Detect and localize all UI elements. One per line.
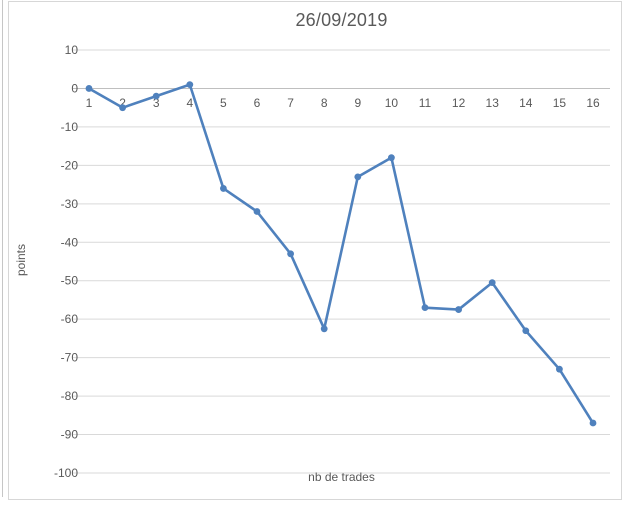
x-tick-label: 12 <box>452 96 466 110</box>
data-point-marker <box>388 154 395 162</box>
y-tick-label: -30 <box>61 197 79 211</box>
data-point-marker <box>152 92 160 100</box>
y-tick-label: -80 <box>61 389 79 403</box>
x-tick-label: 7 <box>287 96 294 110</box>
y-tick-label: -100 <box>54 466 78 480</box>
data-point-marker <box>421 304 429 312</box>
data-point-marker <box>320 325 328 333</box>
x-tick-label: 15 <box>553 96 567 110</box>
x-tick-label: 1 <box>86 96 93 110</box>
data-point-marker <box>85 85 93 92</box>
data-point-marker <box>556 365 563 373</box>
x-tick-label: 8 <box>321 96 328 110</box>
data-point-marker <box>253 208 261 215</box>
y-tick-label: 0 <box>71 81 78 95</box>
data-point-marker <box>522 327 530 335</box>
x-tick-label: 6 <box>254 96 261 110</box>
worksheet-edge-line <box>2 0 3 497</box>
x-tick-label: 5 <box>220 96 227 110</box>
y-tick-label: -90 <box>61 428 79 442</box>
y-tick-label: -20 <box>61 158 79 172</box>
y-tick-label: -70 <box>61 351 79 365</box>
x-tick-label: 10 <box>385 96 399 110</box>
chart-frame[interactable] <box>8 1 622 500</box>
y-tick-label: -10 <box>61 120 79 134</box>
chart-title: 26/09/2019 <box>295 10 388 30</box>
y-tick-label: -40 <box>61 235 79 249</box>
y-tick-label: -60 <box>61 312 79 326</box>
x-tick-label: 3 <box>153 96 160 110</box>
x-tick-label: 9 <box>354 96 361 110</box>
data-point-marker <box>354 173 362 181</box>
x-axis-title: nb de trades <box>308 470 375 484</box>
x-tick-label: 2 <box>119 96 126 110</box>
x-tick-label: 16 <box>586 96 600 110</box>
y-tick-label: 10 <box>65 43 79 57</box>
series-line <box>87 83 595 425</box>
data-point-marker <box>119 104 126 112</box>
x-tick-label: 11 <box>419 96 432 110</box>
data-point-marker <box>455 306 462 313</box>
x-tick-label: 4 <box>186 96 193 110</box>
data-point-marker <box>488 279 496 287</box>
y-tick-label: -50 <box>61 274 79 288</box>
x-tick-label: 13 <box>486 96 500 110</box>
data-point-marker <box>186 81 194 89</box>
data-point-marker <box>287 250 294 258</box>
data-point-marker <box>220 185 227 192</box>
x-tick-label: 14 <box>519 96 533 110</box>
data-point-marker <box>589 419 597 427</box>
